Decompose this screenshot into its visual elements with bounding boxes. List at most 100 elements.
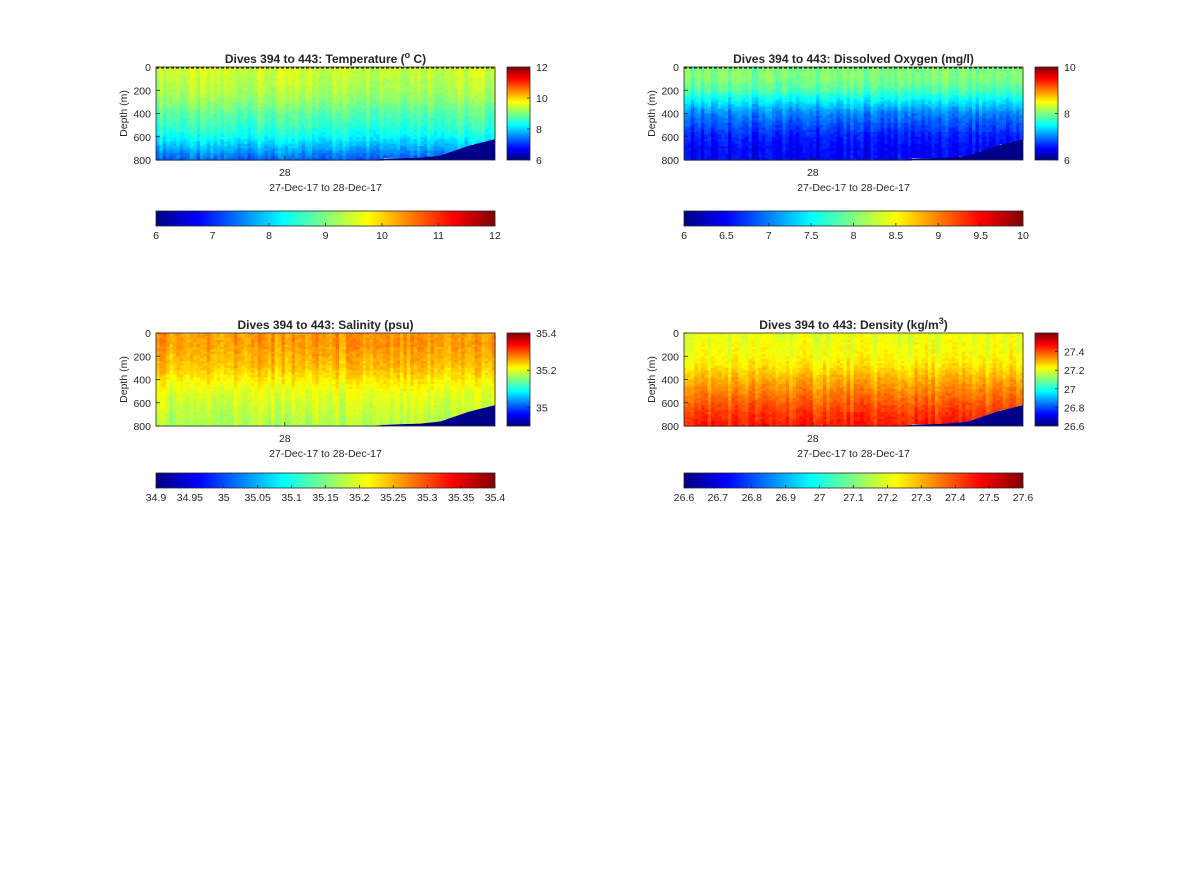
temperature-cell: [345, 136, 350, 140]
temperature-cell: [196, 122, 201, 126]
temperature-cell: [356, 83, 360, 87]
temperature-cell: [250, 78, 255, 82]
temperature-cell: [247, 104, 252, 108]
temperature-cell: [308, 67, 313, 70]
temperature-cell: [196, 104, 201, 108]
temperature-cell: [291, 108, 296, 112]
temperature-cell: [345, 97, 350, 101]
temperature-cell: [308, 136, 313, 140]
temperature-cell: [332, 94, 337, 98]
temperature-cell: [254, 83, 259, 87]
temperature-cell: [196, 115, 201, 119]
temperature-cell: [156, 108, 160, 112]
temperature-cell: [254, 92, 259, 96]
temperature-cell: [254, 87, 259, 91]
temperature-cell: [206, 90, 211, 94]
temperature-cell: [318, 69, 323, 73]
temperature-cell: [217, 104, 222, 108]
temperature-cell: [335, 71, 340, 75]
temperature-cell: [278, 136, 283, 140]
temperature-cell: [325, 101, 330, 105]
temperature-cell: [305, 111, 310, 115]
temperature-cell: [315, 73, 320, 77]
temperature-cell: [193, 108, 198, 112]
temperature-cell: [264, 87, 269, 91]
temperature-cell: [203, 120, 208, 124]
temperature-cell: [267, 120, 272, 124]
temperature-cell: [308, 120, 313, 124]
temperature-cell: [172, 125, 177, 129]
temperature-cell: [298, 136, 303, 140]
temperature-cell: [169, 69, 174, 73]
temperature-cell: [369, 136, 374, 140]
temperature-cell: [291, 85, 296, 89]
temperature-cell: [311, 90, 316, 94]
temperature-cell: [328, 76, 333, 80]
temperature-cell: [176, 148, 181, 152]
temperature-cell: [311, 94, 316, 98]
temperature-cell: [183, 134, 188, 138]
temperature-cell: [230, 76, 235, 80]
temperature-cell: [220, 85, 225, 89]
temperature-cell: [261, 87, 266, 91]
temperature-cell: [386, 136, 391, 140]
temperature-cell: [176, 146, 181, 149]
temperature-cell: [176, 134, 181, 138]
temperature-cell: [176, 132, 181, 136]
temperature-cell: [325, 141, 330, 145]
temperature-cell: [247, 113, 252, 117]
temperature-cell: [203, 99, 208, 103]
temperature-cell: [362, 146, 367, 149]
temperature-cell: [200, 157, 205, 161]
temperature-cell: [311, 99, 316, 103]
temperature-cell: [220, 150, 225, 154]
temperature-cell: [305, 87, 310, 91]
temperature-cell: [325, 92, 330, 96]
temperature-cell: [301, 136, 306, 140]
temperature-cell: [278, 111, 283, 115]
temperature-cell: [220, 143, 225, 147]
temperature-cell: [210, 155, 215, 159]
temperature-cell: [271, 69, 276, 73]
temperature-cell: [366, 108, 371, 112]
temperature-cell: [186, 101, 191, 105]
temperature-cell: [284, 143, 289, 147]
temperature-cell: [379, 150, 384, 154]
temperature-cell: [311, 101, 316, 105]
temperature-cell: [389, 97, 394, 101]
temperature-cell: [356, 85, 360, 89]
temperature-cell: [288, 76, 293, 80]
temperature-cell: [342, 80, 347, 84]
temperature-cell: [200, 85, 205, 89]
temperature-cell: [217, 69, 222, 73]
temperature-cell: [359, 106, 364, 110]
temperature-cell: [264, 104, 269, 108]
temperature-cell: [342, 87, 347, 91]
temperature-cell: [169, 148, 174, 152]
temperature-cell: [240, 115, 245, 119]
temperature-cell: [220, 69, 225, 73]
temperature-cell: [352, 108, 357, 112]
temperature-cell: [379, 80, 384, 84]
temperature-cell: [332, 122, 337, 126]
temperature-cell: [183, 97, 188, 101]
temperature-cell: [379, 87, 384, 91]
temperature-cell: [379, 127, 384, 131]
temperature-cell: [318, 146, 323, 149]
temperature-cell: [349, 136, 354, 140]
temperature-cell: [288, 111, 293, 115]
temperature-cell: [356, 132, 360, 136]
temperature-cell: [172, 155, 177, 159]
temperature-cell: [240, 148, 245, 152]
temperature-bottom-colorbar-label: 8: [266, 230, 272, 242]
temperature-cell: [159, 157, 164, 161]
temperature-cell: [217, 118, 222, 122]
temperature-cell: [376, 136, 381, 140]
temperature-cell: [220, 87, 225, 91]
temperature-cell: [257, 69, 262, 73]
temperature-cell: [196, 132, 201, 136]
temperature-cell: [193, 150, 198, 154]
temperature-cell: [376, 113, 381, 117]
temperature-cell: [284, 132, 289, 136]
temperature-cell: [305, 71, 310, 75]
